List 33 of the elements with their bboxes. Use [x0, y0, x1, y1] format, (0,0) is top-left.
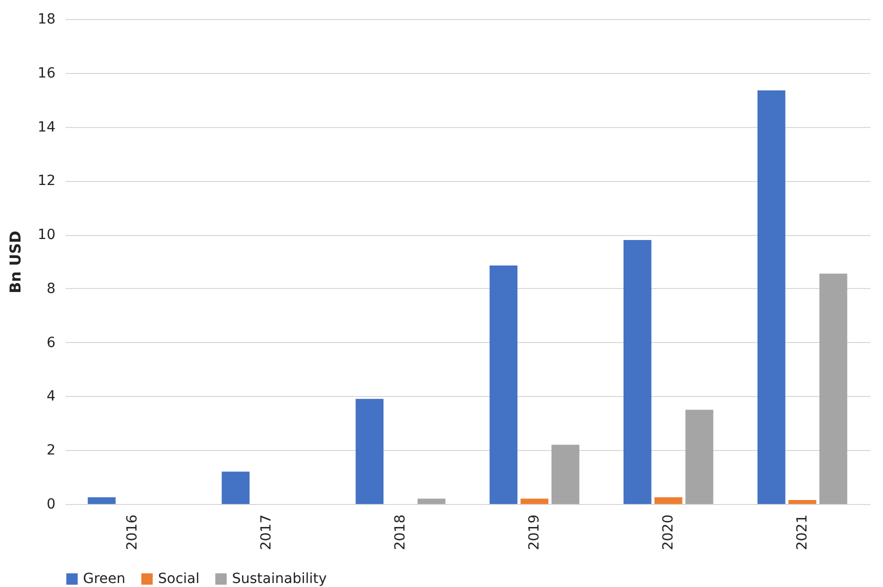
bar: [624, 240, 652, 504]
x-tick-label: 2021: [794, 514, 810, 550]
x-tick-label: 2017: [258, 514, 275, 550]
y-tick-label: 18: [38, 12, 56, 28]
y-tick-label: 4: [46, 388, 56, 405]
x-tick-label: 2018: [392, 514, 409, 550]
y-tick-label: 6: [46, 334, 56, 351]
x-tick-label: 2016: [124, 514, 141, 550]
y-tick-label: 0: [46, 496, 56, 512]
bar: [418, 498, 446, 504]
bar: [788, 500, 816, 504]
x-tick-label: 2019: [526, 514, 542, 550]
y-tick-label: 16: [38, 65, 56, 82]
x-tick-label: 2020: [660, 514, 676, 550]
bar: [685, 410, 714, 504]
y-tick-label: 2: [46, 442, 56, 459]
bar: [819, 274, 848, 504]
bar: [490, 266, 518, 504]
legend-label: Social: [158, 571, 200, 587]
y-tick-label: 12: [38, 173, 56, 190]
y-tick-label: 8: [46, 280, 56, 297]
bar: [551, 444, 580, 504]
y-axis-title: Bn USD: [6, 230, 25, 294]
bar: [88, 497, 116, 504]
bar: [757, 90, 786, 504]
legend-label: Sustainability: [232, 571, 327, 587]
bar: [654, 497, 682, 504]
legend-label: Green: [83, 571, 126, 587]
y-tick-label: 10: [38, 227, 56, 244]
bar: [356, 398, 384, 504]
y-tick-label: 14: [38, 119, 56, 136]
bar: [520, 498, 548, 504]
bar: [222, 472, 250, 504]
